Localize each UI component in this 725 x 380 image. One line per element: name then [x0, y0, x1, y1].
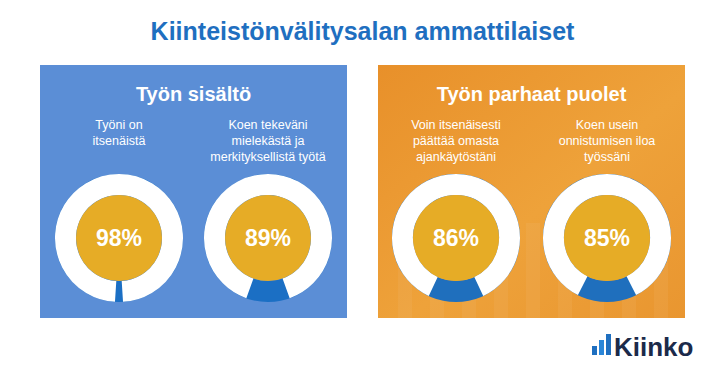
data-label: 89% — [245, 225, 291, 251]
panel: Työn parhaat puolet Voin itsenäisesti päät… — [378, 65, 685, 318]
center-disc — [225, 195, 311, 281]
label-line: itsenäistä — [93, 134, 146, 148]
label-line: merkityksellistä työtä — [210, 150, 325, 164]
label-line: Työni on — [95, 118, 142, 132]
category-label: Työni on itsenäistä — [93, 118, 146, 148]
panel-background — [40, 65, 347, 318]
title: Kiinteistönvälitysalan ammattilaiset — [151, 17, 575, 45]
ring-track — [554, 185, 661, 292]
center-disc — [413, 195, 499, 281]
logo-text: Kiinko — [614, 332, 693, 362]
center-disc — [76, 195, 162, 281]
data-label: 86% — [433, 225, 479, 251]
data-label: 85% — [584, 225, 630, 251]
logo-bar — [592, 346, 597, 355]
label-line: työssäni — [584, 150, 630, 164]
label-line: Voin itsenäisesti — [411, 118, 501, 132]
value-arc — [554, 185, 661, 286]
label-line: päättää omasta — [413, 134, 499, 148]
logo-bar — [606, 334, 611, 355]
panel-background — [378, 65, 685, 318]
ring-track — [215, 185, 322, 292]
category-label: Koen tekeväni mielekästä ja merkityksellis… — [210, 118, 325, 164]
category-label: Voin itsenäisesti päättää omasta ajankäytö… — [411, 118, 501, 164]
panel-title: Työn parhaat puolet — [437, 83, 627, 105]
value-arc — [66, 185, 173, 292]
category-label: Koen usein onnistumisen iloa työssäni — [559, 118, 656, 164]
panel: Työn sisältö Työni on itsenäistä 98% Koen te… — [40, 65, 347, 318]
value-arc — [403, 184, 510, 286]
ring-track — [66, 185, 173, 292]
infographic: Kiinteistönvälitysalan ammattilaiset Työn… — [0, 0, 725, 380]
center-disc — [564, 195, 650, 281]
label-line: Koen tekeväni — [228, 118, 307, 132]
data-label: 98% — [96, 225, 142, 251]
label-line: onnistumisen iloa — [559, 134, 656, 148]
value-arc — [214, 185, 321, 289]
ring-track — [403, 185, 510, 292]
label-line: Koen usein — [576, 118, 639, 132]
logo-bar — [599, 340, 604, 355]
panel-title: Työn sisältö — [136, 83, 251, 105]
texture — [526, 223, 540, 318]
label-line: mielekästä ja — [232, 134, 305, 148]
logo: Kiinko — [592, 332, 693, 362]
label-line: ajankäytöstäni — [416, 150, 496, 164]
